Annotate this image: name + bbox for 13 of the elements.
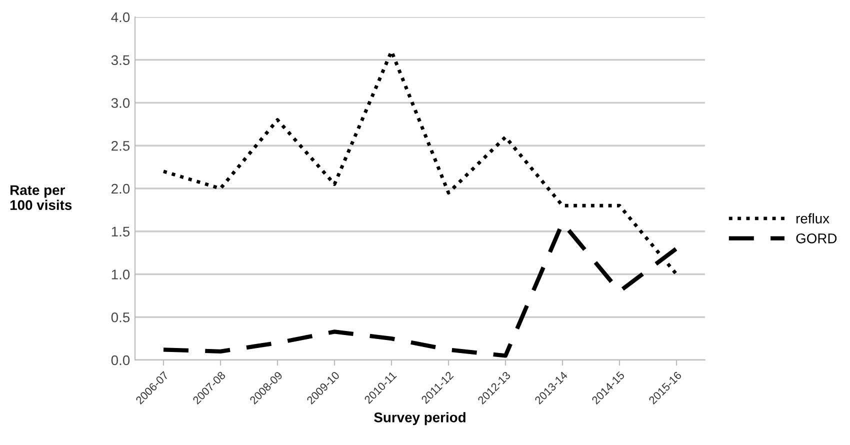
- y-tick-label: 3.0: [111, 98, 130, 108]
- y-tick-label: 3.5: [111, 55, 130, 66]
- legend-label: GORD: [796, 234, 837, 244]
- y-axis-title: Rate per 100 visits: [10, 185, 72, 210]
- y-tick-label: 0.5: [111, 312, 130, 322]
- legend-label: reflux: [796, 213, 830, 224]
- y-tick-label: 1.5: [112, 226, 130, 237]
- x-axis-title: Survey period: [374, 412, 466, 426]
- y-tick-label: 1.0: [112, 270, 130, 280]
- y-tick-label: 2.0: [112, 184, 130, 194]
- y-tick-label: 4.0: [111, 12, 130, 22]
- y-tick-label: 2.5: [112, 140, 130, 151]
- y-tick-label: 0.0: [111, 355, 130, 366]
